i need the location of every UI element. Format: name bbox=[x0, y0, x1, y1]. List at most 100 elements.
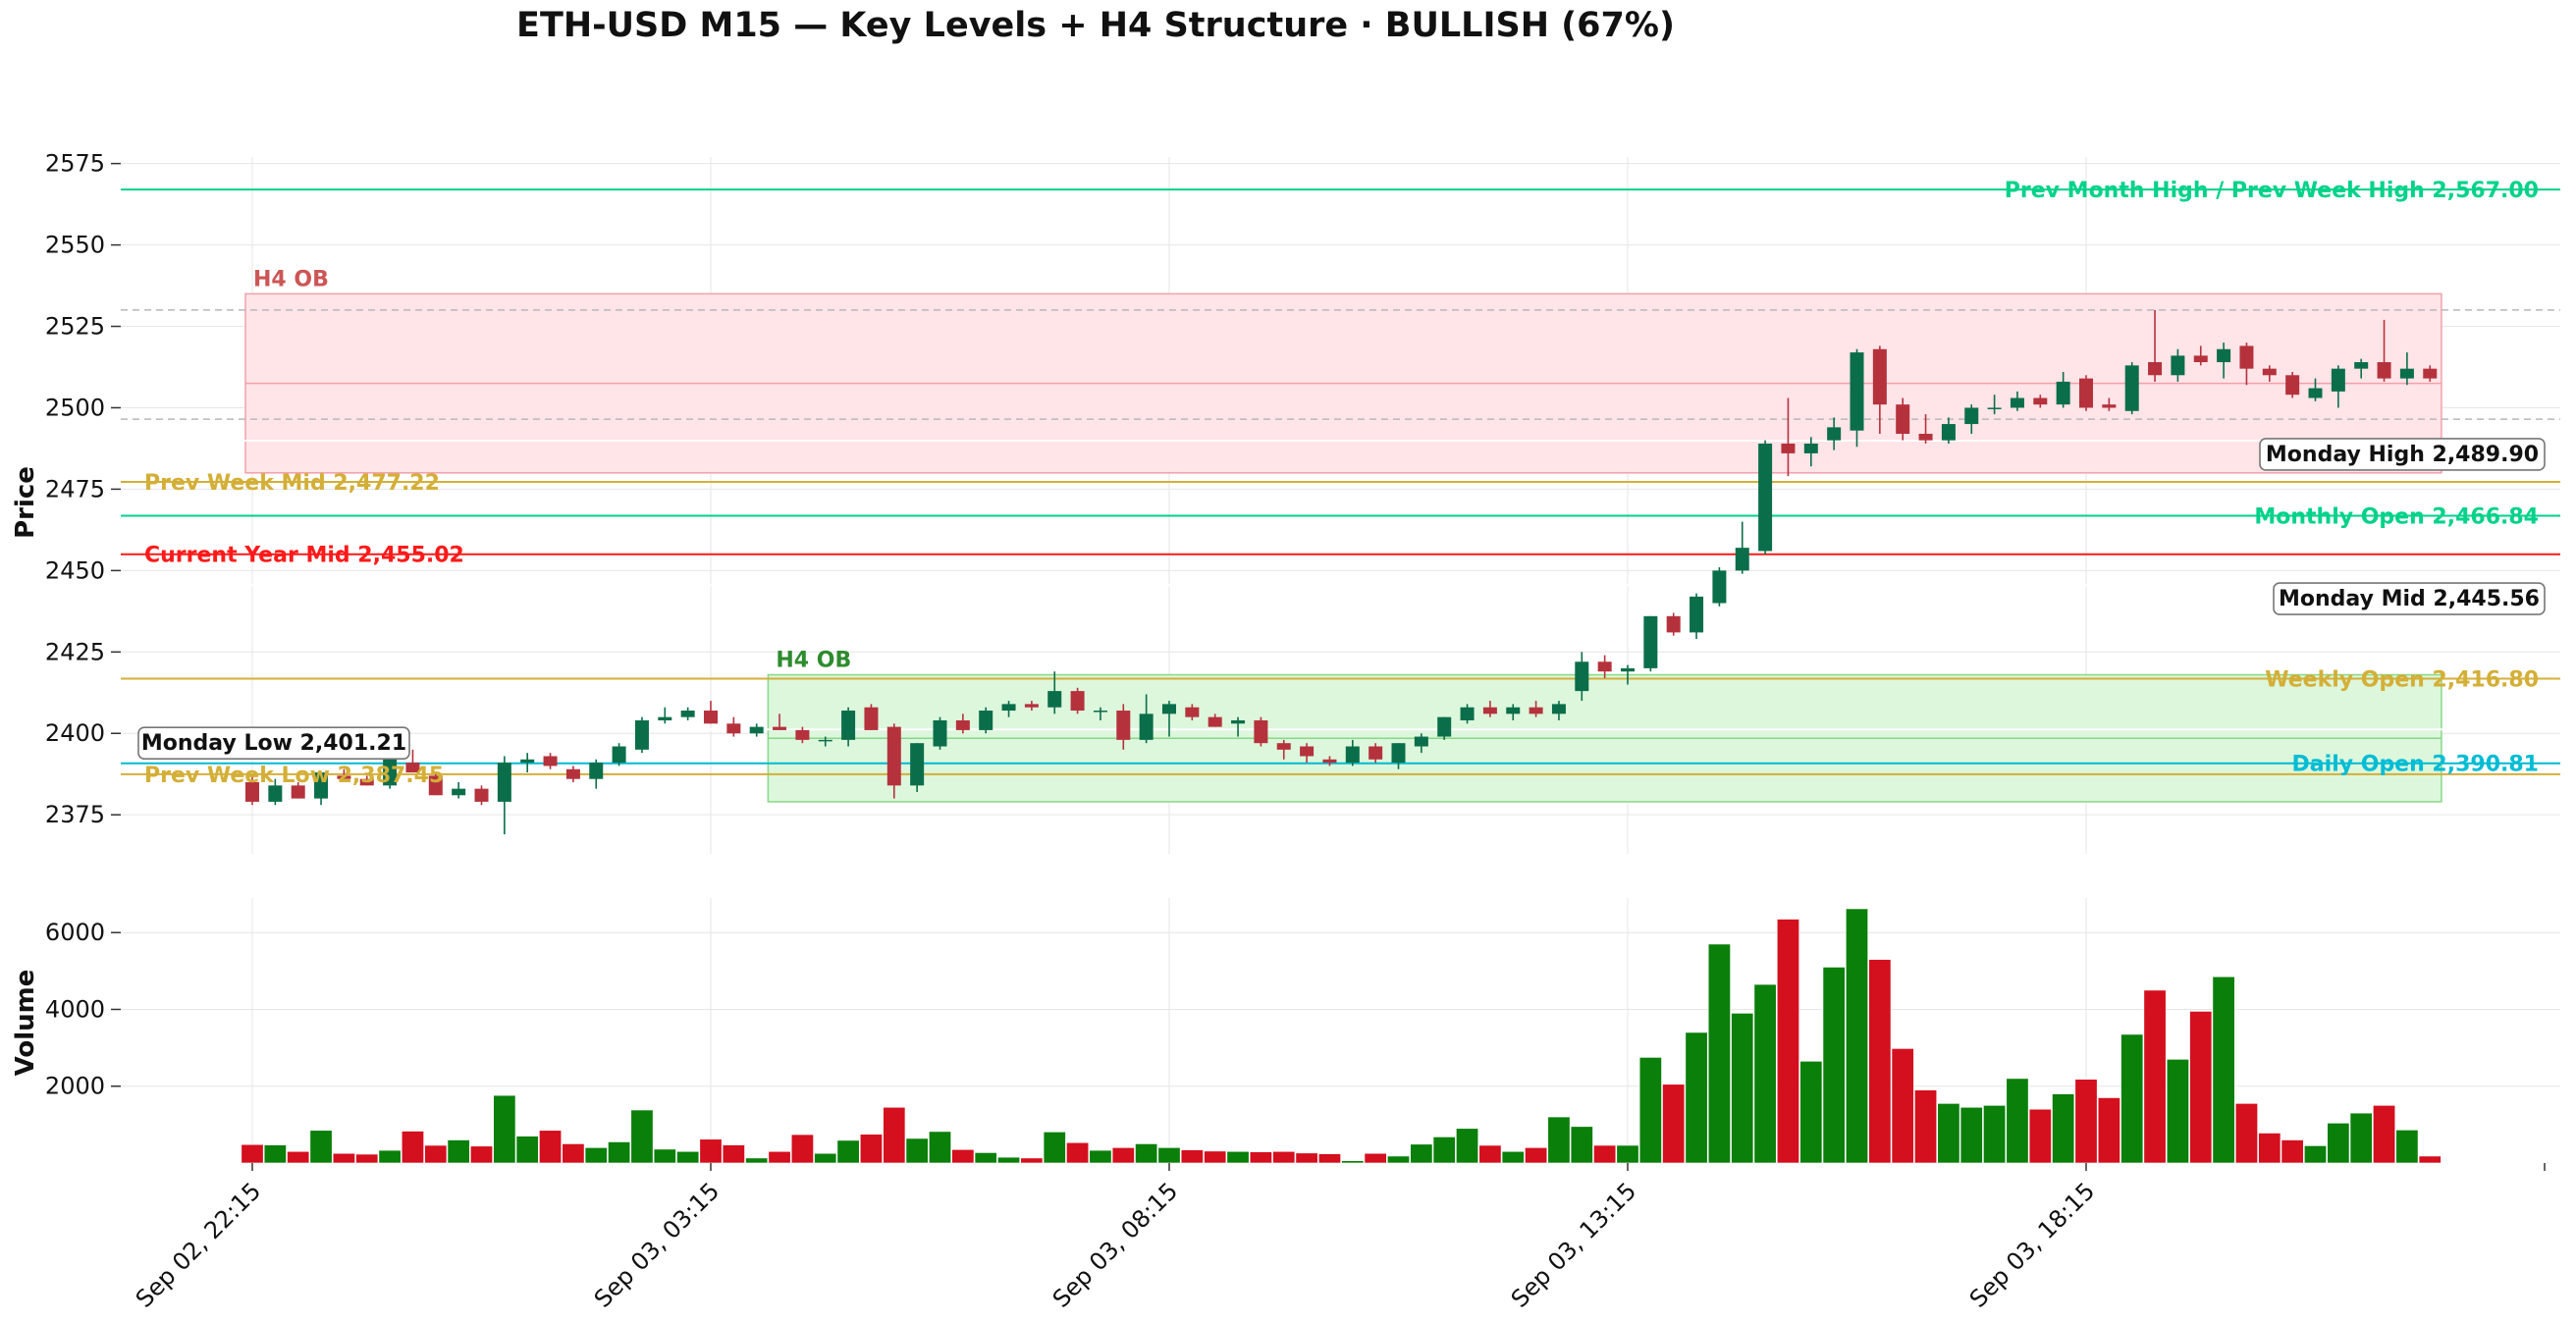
candle-body bbox=[1231, 719, 1246, 724]
volume-bar bbox=[1478, 1144, 1502, 1164]
volume-bar bbox=[608, 1141, 631, 1164]
candle-body bbox=[359, 778, 374, 786]
price-tick-label: 2400 bbox=[45, 719, 105, 747]
volume-bar bbox=[836, 1139, 860, 1164]
candle-body bbox=[2285, 375, 2300, 396]
volume-bar bbox=[630, 1109, 654, 1164]
candle-body bbox=[383, 759, 398, 786]
boxed-level-frame bbox=[137, 726, 410, 761]
candle-body bbox=[1368, 746, 1383, 760]
volume-bar bbox=[241, 1143, 264, 1164]
candle-body bbox=[268, 785, 283, 802]
volume-bar bbox=[974, 1152, 997, 1164]
level-label: Daily Open 2,390.81 bbox=[2292, 753, 2539, 777]
candle-body bbox=[1093, 711, 1107, 713]
candle-body bbox=[1529, 707, 1543, 714]
candle-body bbox=[2423, 368, 2438, 379]
boxed-level-frame bbox=[2273, 582, 2546, 615]
candle-body bbox=[795, 729, 810, 740]
level-label: Weekly Open 2,416.80 bbox=[2265, 668, 2539, 693]
volume-bar bbox=[2327, 1123, 2350, 1164]
volume-bar bbox=[1226, 1150, 1250, 1164]
volume-bar bbox=[424, 1144, 448, 1164]
volume-bar bbox=[401, 1131, 424, 1164]
volume-bar bbox=[263, 1144, 287, 1164]
price-tick-label: 2450 bbox=[45, 556, 105, 584]
volume-bar bbox=[2052, 1093, 2075, 1164]
volume-bar bbox=[1157, 1147, 1181, 1164]
volume-bar bbox=[929, 1131, 951, 1164]
volume-bar bbox=[493, 1094, 516, 1164]
candle-body bbox=[1300, 746, 1315, 757]
candle-body bbox=[589, 763, 604, 779]
candle-body bbox=[1690, 596, 1704, 633]
volume-bar bbox=[1707, 943, 1731, 1164]
volume-bar bbox=[1616, 1144, 1639, 1164]
volume-bar bbox=[2120, 1033, 2144, 1164]
level-label: Prev Week Low 2,387.45 bbox=[144, 764, 444, 788]
candle-body bbox=[1139, 714, 1154, 740]
volume-bar bbox=[287, 1150, 310, 1164]
candle-body bbox=[1116, 711, 1131, 740]
boxed-level-label: Monday Low 2,401.21 bbox=[141, 731, 406, 756]
volume-bar bbox=[1983, 1105, 2007, 1164]
volume-bar bbox=[1020, 1157, 1044, 1164]
volume-bar bbox=[2074, 1079, 2098, 1164]
candle-body bbox=[1712, 570, 1727, 604]
candle-body bbox=[1987, 407, 2002, 409]
candle-body bbox=[2148, 362, 2163, 376]
candle-body bbox=[543, 756, 558, 767]
volume-bar bbox=[1937, 1103, 1960, 1164]
volume-bar bbox=[309, 1130, 333, 1164]
candle-body bbox=[314, 772, 329, 799]
volume-bar bbox=[1089, 1149, 1112, 1164]
candle-body bbox=[1597, 661, 1612, 672]
candle-body bbox=[1482, 707, 1497, 714]
volume-bar bbox=[699, 1138, 723, 1164]
candle-body bbox=[1391, 743, 1406, 764]
candle-body bbox=[1047, 691, 1062, 708]
candle-body bbox=[2399, 368, 2414, 379]
volume-bar bbox=[515, 1136, 539, 1164]
candle-body bbox=[864, 707, 879, 730]
candle-body bbox=[2377, 362, 2391, 379]
candle-body bbox=[1070, 691, 1085, 712]
volume-bar bbox=[2006, 1078, 2029, 1164]
boxed-level-label: Monday High 2,489.90 bbox=[2266, 443, 2539, 467]
candle-body bbox=[818, 739, 832, 742]
candle-body bbox=[1460, 707, 1475, 720]
candle-body bbox=[612, 746, 626, 764]
volume-bar bbox=[790, 1134, 814, 1164]
volume-bar bbox=[562, 1143, 585, 1164]
volume-bar bbox=[2418, 1155, 2442, 1164]
candle-body bbox=[955, 719, 970, 730]
candle-body bbox=[1666, 615, 1681, 633]
volume-bar bbox=[1111, 1147, 1135, 1164]
candle-body bbox=[1575, 661, 1589, 692]
candle-body bbox=[1964, 407, 1979, 425]
volume-bar bbox=[883, 1106, 906, 1164]
candle-body bbox=[634, 719, 649, 750]
volume-bar bbox=[1638, 1057, 1662, 1164]
boxed-level-label: Monday Mid 2,445.56 bbox=[2279, 587, 2540, 611]
order-block-zones bbox=[244, 292, 2442, 803]
candle-body bbox=[2331, 368, 2345, 392]
candle-body bbox=[497, 763, 511, 802]
volume-bar bbox=[2028, 1108, 2052, 1164]
volume-bar bbox=[584, 1147, 608, 1164]
candle-body bbox=[428, 775, 443, 796]
candle-body bbox=[979, 711, 993, 730]
candle-body bbox=[1850, 352, 1864, 431]
price-tick-label: 2475 bbox=[45, 475, 105, 502]
volume-bar bbox=[2143, 989, 2167, 1164]
volume-bar bbox=[676, 1150, 700, 1164]
level-labels: H4 OB H4 OB Prev Month High / Prev Week Hi… bbox=[137, 179, 2546, 788]
volume-bar bbox=[1341, 1160, 1365, 1164]
candle-body bbox=[704, 711, 718, 724]
volume-bar bbox=[1295, 1152, 1318, 1164]
candle-body bbox=[1896, 404, 1910, 435]
price-tick-label: 2575 bbox=[45, 150, 105, 178]
volume-bar bbox=[1135, 1143, 1158, 1164]
candle-body bbox=[1621, 667, 1635, 672]
